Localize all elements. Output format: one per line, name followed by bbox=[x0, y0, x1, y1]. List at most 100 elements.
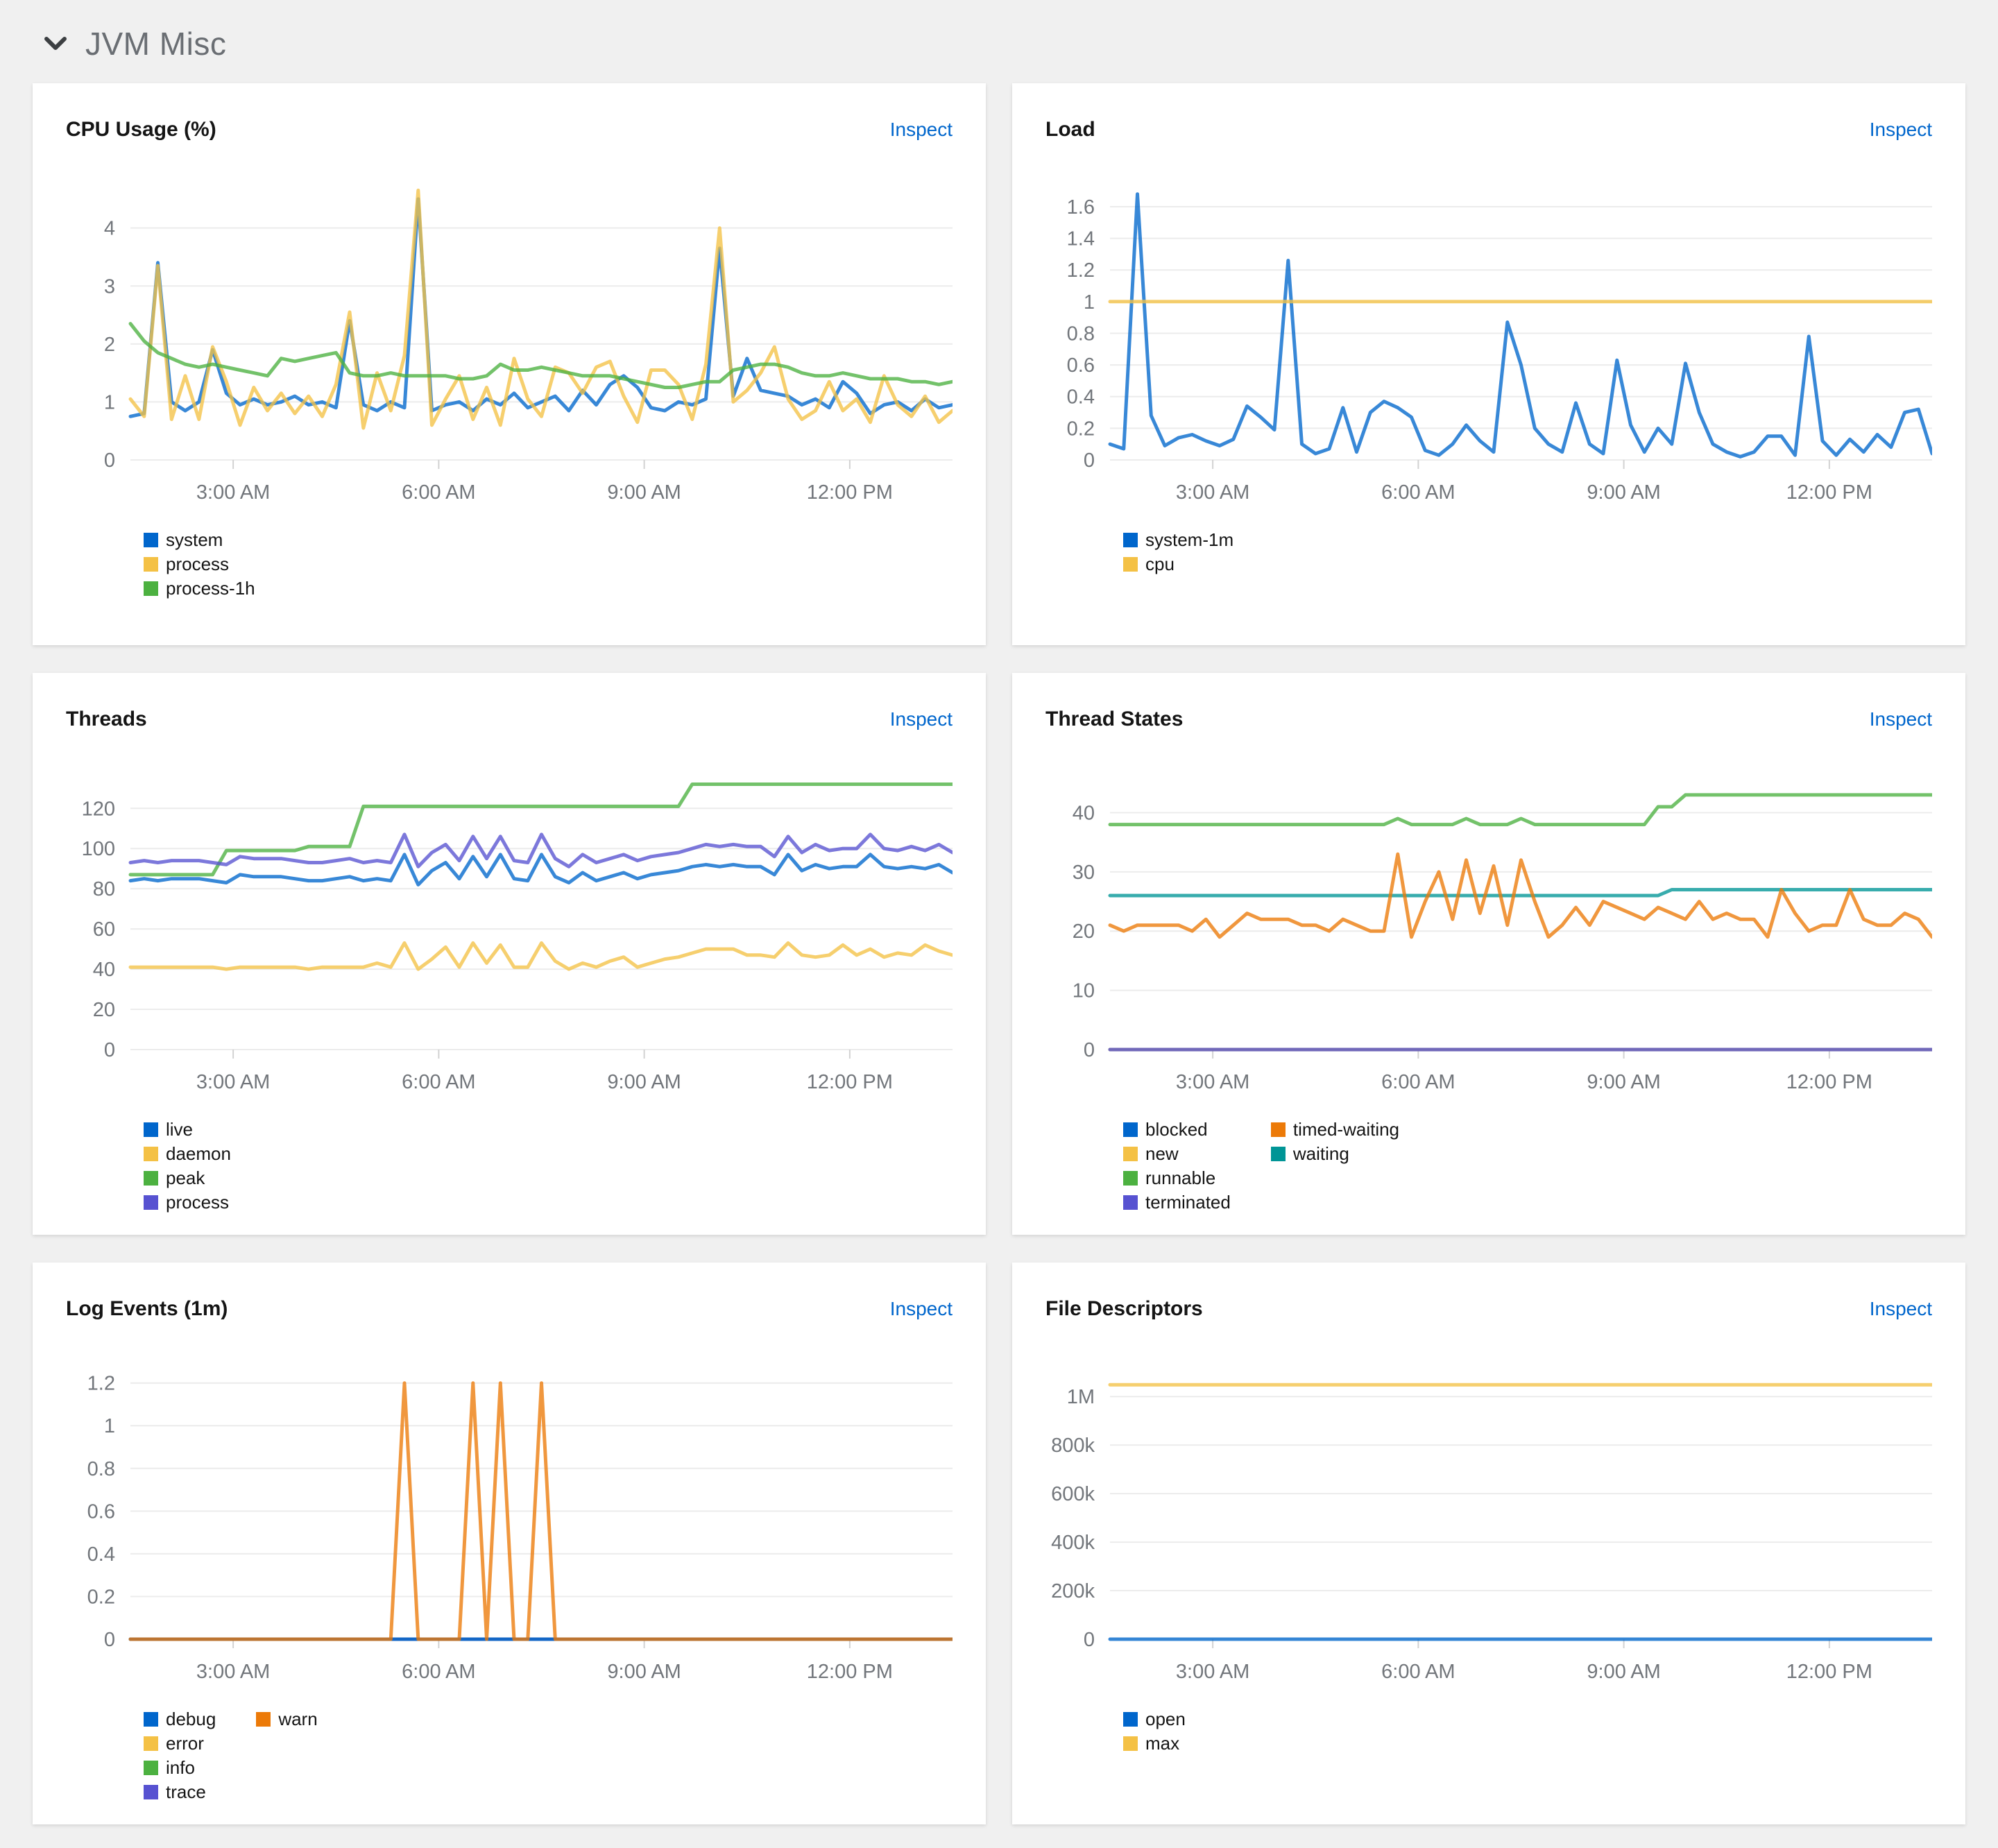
legend-item-debug[interactable]: debug bbox=[144, 1710, 216, 1728]
series-line-live bbox=[128, 853, 953, 887]
legend-item-error[interactable]: error bbox=[144, 1733, 216, 1754]
svg-text:40: 40 bbox=[1073, 802, 1095, 824]
svg-text:0: 0 bbox=[1084, 450, 1095, 472]
chart-svg: 0 0.2 0.4 0.6 0.8 1 1.2 3:00 AM 6:00 AM 9:00 AM 12… bbox=[87, 1373, 953, 1683]
chart-legend: blocked new runnable terminated timed-waitin… bbox=[1123, 1119, 1932, 1211]
series-line-process bbox=[128, 832, 953, 869]
legend-swatch-icon bbox=[144, 1195, 158, 1210]
legend-label: error bbox=[166, 1733, 204, 1754]
chart-legend: debug error info trace warn bbox=[144, 1710, 953, 1801]
svg-text:20: 20 bbox=[93, 999, 115, 1021]
legend-label: info bbox=[166, 1757, 195, 1778]
legend-swatch-icon bbox=[1270, 1147, 1286, 1161]
svg-text:12:00 PM: 12:00 PM bbox=[1786, 1661, 1872, 1683]
legend-label: timed-waiting bbox=[1292, 1119, 1400, 1140]
legend-swatch-icon bbox=[144, 1147, 158, 1161]
svg-text:20: 20 bbox=[1073, 921, 1095, 943]
legend-item-daemon[interactable]: daemon bbox=[144, 1145, 231, 1163]
panel-header: Thread States Inspect bbox=[1045, 673, 1932, 731]
chart-legend: system-1m cpu bbox=[1123, 531, 1932, 587]
svg-text:1.4: 1.4 bbox=[1067, 228, 1095, 250]
svg-text:3:00 AM: 3:00 AM bbox=[1176, 481, 1249, 504]
svg-text:10: 10 bbox=[1073, 980, 1095, 1002]
legend-label: runnable bbox=[1145, 1167, 1216, 1188]
inspect-link[interactable]: Inspect bbox=[1869, 708, 1932, 730]
legend-item-timed-waiting[interactable]: timed-waiting bbox=[1270, 1119, 1400, 1140]
legend-item-process[interactable]: process bbox=[144, 554, 255, 574]
chart-svg: 0 10 20 30 40 3:00 AM 6:00 AM 9:00 AM 12:00 PM bbox=[1073, 793, 1932, 1093]
inspect-link[interactable]: Inspect bbox=[1869, 1298, 1932, 1319]
legend-item-runnable[interactable]: runnable bbox=[1123, 1167, 1231, 1188]
chart-svg: 0 0.2 0.4 0.6 0.8 1 1.2 1.4 1.6 3:00 AM 6:00 AM 9:0… bbox=[1067, 192, 1932, 504]
legend-item-terminated[interactable]: terminated bbox=[1123, 1193, 1231, 1211]
line-chart: 0 20 40 60 80 100 120 3:00 AM 6:00 AM 9:00 AM 12:0… bbox=[66, 737, 953, 1097]
svg-text:40: 40 bbox=[93, 959, 115, 981]
panel-title: Log Events (1m) bbox=[66, 1297, 228, 1320]
svg-text:6:00 AM: 6:00 AM bbox=[402, 481, 475, 504]
series-line-warn bbox=[128, 1381, 953, 1641]
svg-text:100: 100 bbox=[82, 838, 115, 860]
legend-item-trace[interactable]: trace bbox=[144, 1783, 216, 1801]
legend-item-peak[interactable]: peak bbox=[144, 1167, 231, 1188]
legend-item-cpu[interactable]: cpu bbox=[1123, 555, 1233, 573]
legend-item-live[interactable]: live bbox=[144, 1119, 231, 1140]
series-line-peak bbox=[128, 782, 953, 877]
legend-label: peak bbox=[166, 1167, 205, 1188]
chart-svg: 0 1 2 3 4 3:00 AM 6:00 AM 9:00 AM 12:00 PM bbox=[104, 188, 953, 504]
legend-item-warn[interactable]: warn bbox=[256, 1710, 318, 1728]
chevron-down-icon[interactable] bbox=[44, 36, 67, 51]
svg-text:9:00 AM: 9:00 AM bbox=[1587, 1661, 1660, 1683]
legend-swatch-icon bbox=[1123, 1712, 1138, 1727]
legend-item-waiting[interactable]: waiting bbox=[1270, 1145, 1399, 1163]
inspect-link[interactable]: Inspect bbox=[889, 1298, 953, 1319]
legend-label: process bbox=[166, 554, 230, 574]
svg-text:6:00 AM: 6:00 AM bbox=[1381, 481, 1455, 504]
legend-item-open[interactable]: open bbox=[1123, 1710, 1186, 1728]
inspect-link[interactable]: Inspect bbox=[889, 119, 953, 140]
inspect-link[interactable]: Inspect bbox=[1869, 119, 1932, 140]
svg-text:1.2: 1.2 bbox=[87, 1373, 115, 1395]
legend-label: max bbox=[1145, 1733, 1180, 1754]
inspect-link[interactable]: Inspect bbox=[889, 708, 953, 730]
legend-swatch-icon bbox=[1123, 533, 1138, 547]
svg-text:12:00 PM: 12:00 PM bbox=[807, 481, 893, 504]
svg-text:600k: 600k bbox=[1051, 1483, 1095, 1505]
svg-text:800k: 800k bbox=[1051, 1435, 1095, 1457]
legend-swatch-icon bbox=[1123, 1195, 1138, 1210]
legend-item-info[interactable]: info bbox=[144, 1759, 216, 1777]
legend-item-system[interactable]: system bbox=[144, 531, 255, 549]
svg-text:0.6: 0.6 bbox=[1067, 354, 1095, 377]
legend-item-max[interactable]: max bbox=[1123, 1733, 1186, 1754]
svg-text:0: 0 bbox=[1084, 1039, 1095, 1061]
legend-label: live bbox=[166, 1119, 194, 1140]
svg-text:9:00 AM: 9:00 AM bbox=[1587, 1071, 1660, 1093]
legend-item-process-1h[interactable]: process-1h bbox=[144, 578, 255, 599]
svg-text:12:00 PM: 12:00 PM bbox=[807, 1071, 893, 1093]
legend-swatch-icon bbox=[144, 533, 158, 547]
svg-text:6:00 AM: 6:00 AM bbox=[1381, 1071, 1455, 1093]
svg-text:3:00 AM: 3:00 AM bbox=[1176, 1661, 1249, 1683]
svg-text:0.4: 0.4 bbox=[87, 1543, 115, 1566]
svg-text:6:00 AM: 6:00 AM bbox=[402, 1661, 475, 1683]
legend-label: process-1h bbox=[166, 578, 255, 599]
legend-swatch-icon bbox=[144, 581, 158, 596]
svg-text:0: 0 bbox=[104, 1039, 115, 1061]
legend-item-system-1m[interactable]: system-1m bbox=[1123, 531, 1233, 549]
series-line-system-1m bbox=[1108, 192, 1932, 459]
svg-text:1: 1 bbox=[104, 1415, 115, 1437]
panel-load: Load Inspect 0 0.2 0.4 0.6 0.8 1 1.2 1.4 1.6 3:00… bbox=[1012, 83, 1965, 645]
svg-text:9:00 AM: 9:00 AM bbox=[1587, 481, 1660, 504]
legend-label: trace bbox=[166, 1781, 206, 1802]
legend-item-blocked[interactable]: blocked bbox=[1123, 1119, 1231, 1140]
svg-text:0: 0 bbox=[104, 1629, 115, 1651]
panel-header: Log Events (1m) Inspect bbox=[66, 1263, 953, 1321]
legend-item-new[interactable]: new bbox=[1123, 1145, 1231, 1163]
legend-item-process[interactable]: process bbox=[144, 1193, 231, 1211]
line-chart: 0 200k 400k 600k 800k 1M 3:00 AM 6:00 AM 9:00 AM… bbox=[1045, 1326, 1932, 1687]
svg-text:9:00 AM: 9:00 AM bbox=[607, 481, 681, 504]
legend-swatch-icon bbox=[144, 1785, 158, 1799]
legend-label: blocked bbox=[1145, 1119, 1208, 1140]
panel-grid: CPU Usage (%) Inspect 0 1 2 3 4 3:00 AM 6:00 A… bbox=[33, 83, 1965, 1824]
svg-text:0.2: 0.2 bbox=[87, 1586, 115, 1608]
svg-text:0.6: 0.6 bbox=[87, 1500, 115, 1523]
